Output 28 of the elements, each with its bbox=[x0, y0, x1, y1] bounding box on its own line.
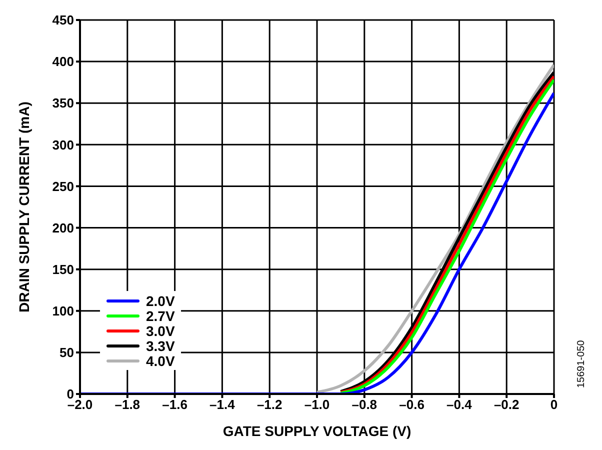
y-tick-label: 0 bbox=[66, 386, 74, 402]
y-tick-label: 100 bbox=[52, 304, 74, 319]
y-tick-label: 200 bbox=[52, 220, 74, 236]
x-tick-label: –1.0 bbox=[304, 397, 330, 412]
legend-label: 2.0V bbox=[146, 292, 175, 308]
x-tick-label: –0.8 bbox=[352, 397, 378, 412]
x-tick-label: –0.6 bbox=[399, 397, 424, 412]
legend-label: 2.7V bbox=[146, 308, 175, 324]
x-tick-label: –1.6 bbox=[162, 397, 188, 412]
y-tick-label: 50 bbox=[60, 345, 74, 360]
y-tick-label: 350 bbox=[52, 96, 74, 111]
y-tick-label: 250 bbox=[52, 178, 74, 194]
y-tick-label: 300 bbox=[52, 137, 74, 152]
y-axis-title: DRAIN SUPPLY CURRENT (mA) bbox=[16, 102, 32, 312]
legend-label: 3.0V bbox=[146, 322, 175, 338]
legend-label: 3.3V bbox=[146, 338, 175, 354]
y-tick-label: 450 bbox=[52, 12, 74, 28]
x-tick-label: –1.8 bbox=[114, 397, 140, 412]
x-tick-label: –1.4 bbox=[210, 397, 236, 412]
x-axis-title: GATE SUPPLY VOLTAGE (V) bbox=[222, 423, 412, 439]
x-tick-label: –0.2 bbox=[494, 397, 520, 412]
text: 15691-050 bbox=[576, 340, 587, 388]
y-tick-label: 400 bbox=[52, 54, 74, 70]
x-tick-label: –0.4 bbox=[446, 397, 473, 412]
x-tick-label: 0 bbox=[550, 397, 558, 412]
legend-label: 4.0V bbox=[146, 352, 175, 368]
y-tick-label: 150 bbox=[52, 262, 74, 277]
x-tick-label: –1.2 bbox=[256, 397, 282, 412]
